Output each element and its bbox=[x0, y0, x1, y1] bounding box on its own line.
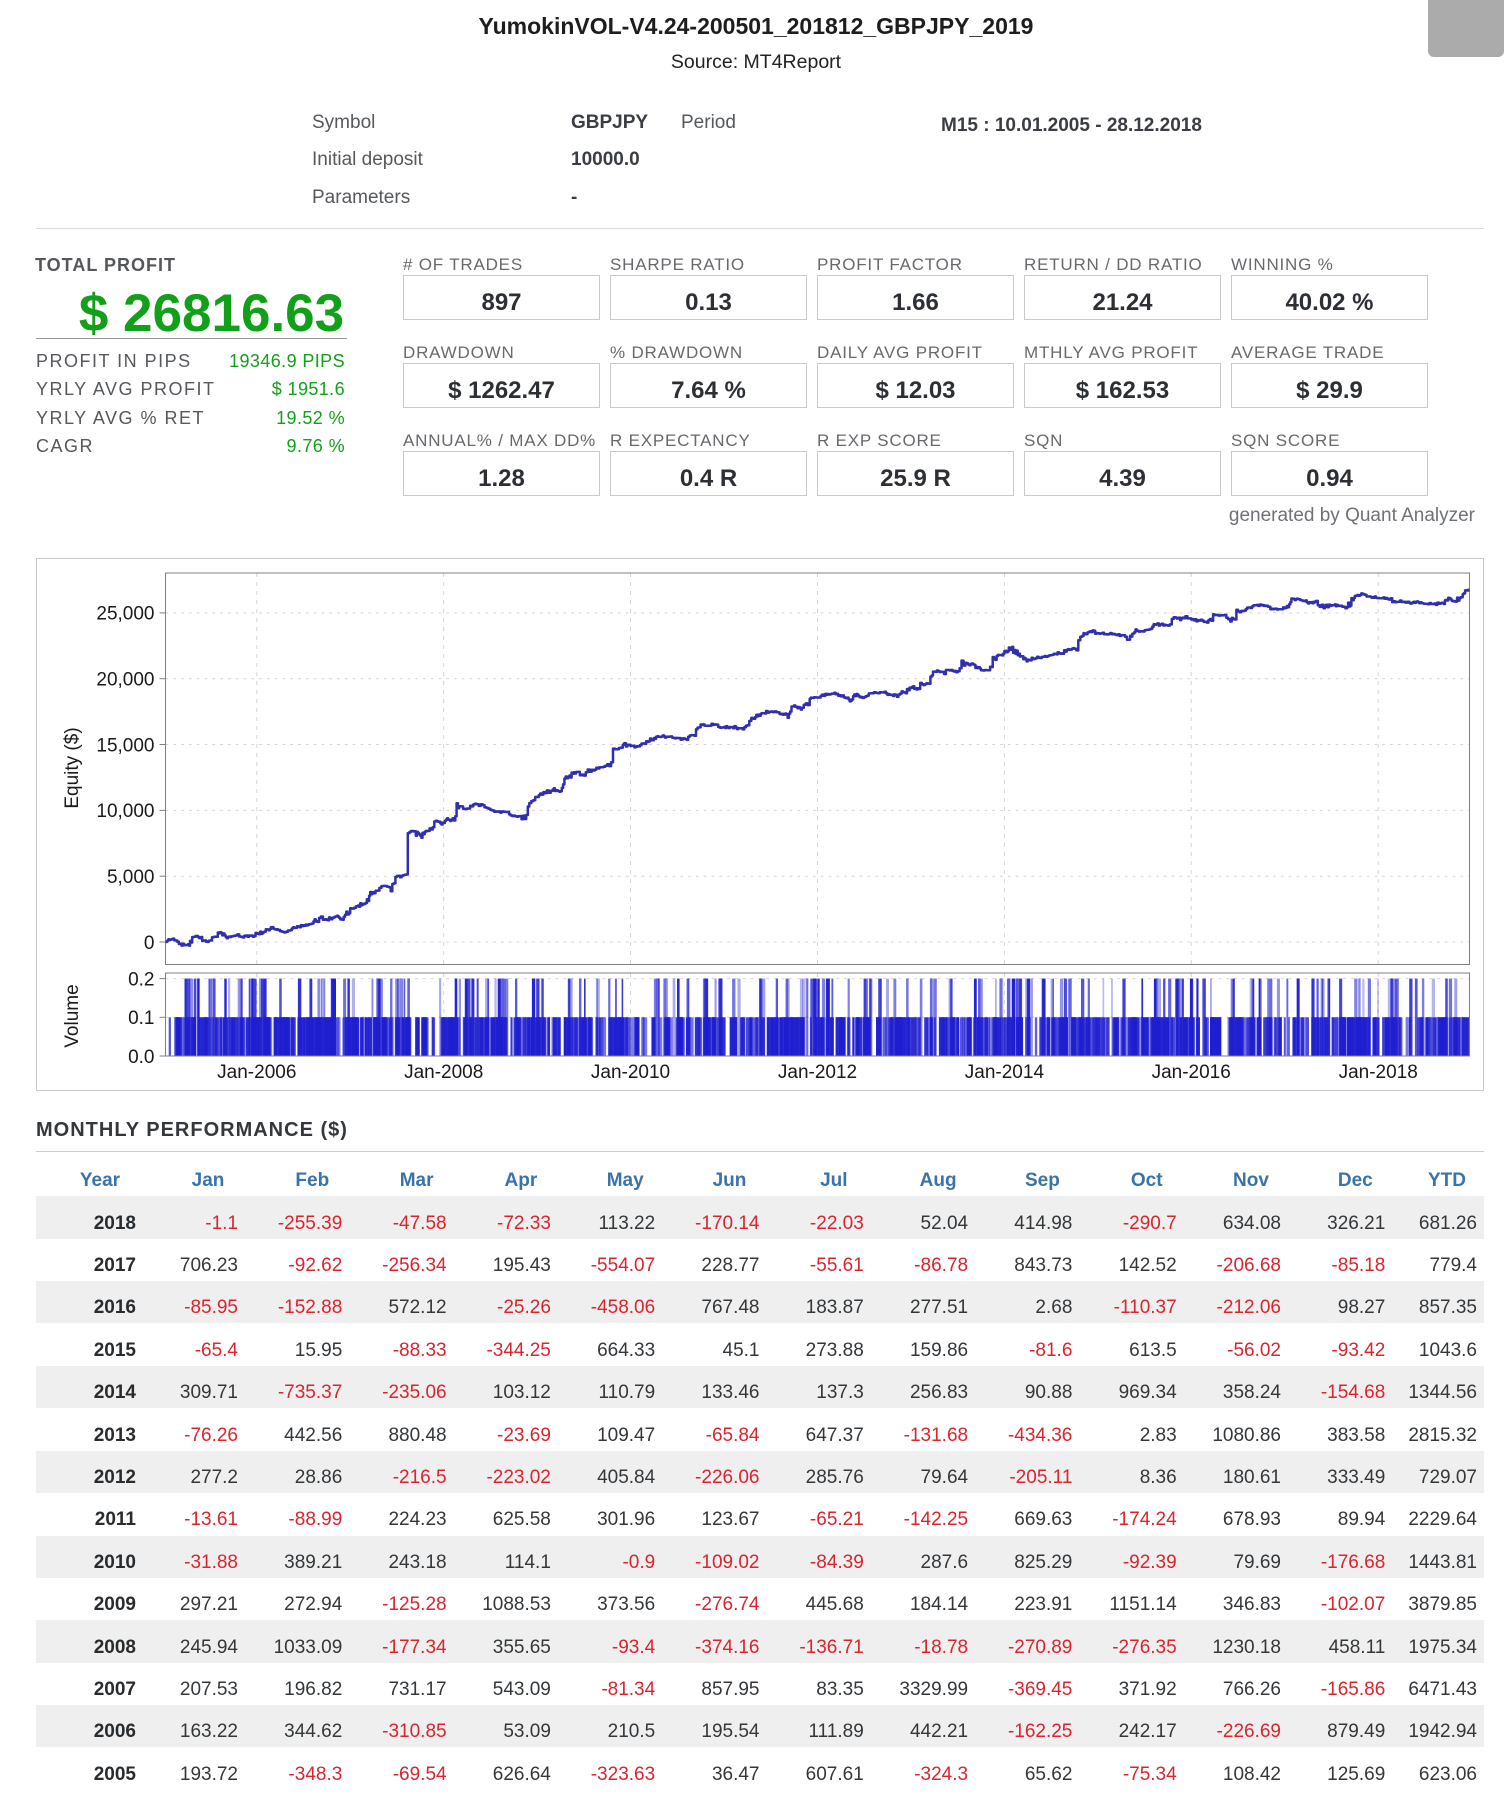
svg-text:0.0: 0.0 bbox=[128, 1047, 154, 1068]
svg-text:25,000: 25,000 bbox=[96, 604, 154, 625]
svg-text:Jan-2012: Jan-2012 bbox=[778, 1062, 857, 1083]
svg-text:Equity ($): Equity ($) bbox=[62, 727, 83, 808]
svg-text:Jan-2010: Jan-2010 bbox=[591, 1062, 670, 1083]
svg-text:Jan-2008: Jan-2008 bbox=[404, 1062, 483, 1083]
svg-text:10,000: 10,000 bbox=[96, 801, 154, 822]
svg-text:15,000: 15,000 bbox=[96, 735, 154, 756]
svg-text:0.2: 0.2 bbox=[128, 969, 154, 990]
svg-text:Jan-2006: Jan-2006 bbox=[217, 1062, 296, 1083]
svg-text:Jan-2016: Jan-2016 bbox=[1152, 1062, 1231, 1083]
svg-text:Jan-2014: Jan-2014 bbox=[965, 1062, 1045, 1083]
svg-text:0.1: 0.1 bbox=[128, 1008, 154, 1029]
svg-text:Volume: Volume bbox=[62, 984, 83, 1047]
svg-text:5,000: 5,000 bbox=[107, 867, 155, 888]
svg-text:0: 0 bbox=[144, 933, 155, 954]
svg-text:Jan-2018: Jan-2018 bbox=[1339, 1062, 1418, 1083]
svg-text:20,000: 20,000 bbox=[96, 670, 154, 691]
